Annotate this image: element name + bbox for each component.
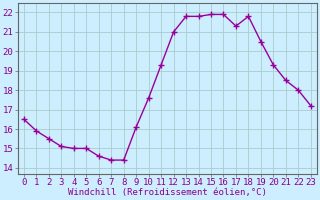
X-axis label: Windchill (Refroidissement éolien,°C): Windchill (Refroidissement éolien,°C): [68, 188, 267, 197]
